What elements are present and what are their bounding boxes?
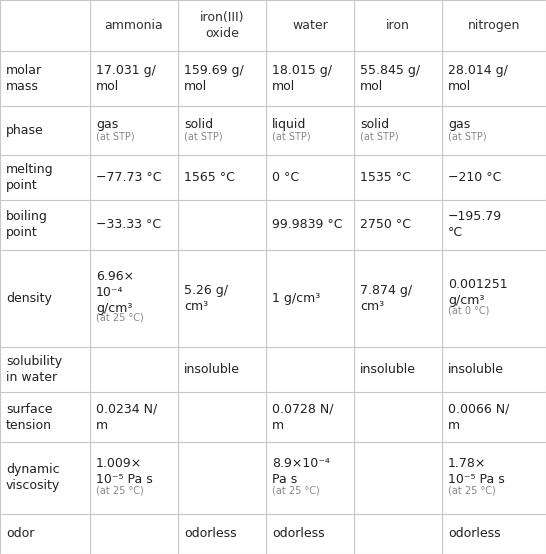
Text: odorless: odorless: [448, 527, 501, 540]
Text: 2750 °C: 2750 °C: [360, 218, 411, 231]
Text: −195.79
°C: −195.79 °C: [448, 210, 502, 239]
Text: 28.014 g/
mol: 28.014 g/ mol: [448, 64, 508, 93]
Text: iron: iron: [386, 19, 410, 32]
Text: 5.26 g/
cm³: 5.26 g/ cm³: [184, 284, 228, 312]
Text: −77.73 °C: −77.73 °C: [96, 171, 162, 184]
Text: 0 °C: 0 °C: [272, 171, 299, 184]
Text: 0.0728 N/
m: 0.0728 N/ m: [272, 403, 334, 432]
Text: 55.845 g/
mol: 55.845 g/ mol: [360, 64, 420, 93]
Text: 6.96×
10⁻⁴
g/cm³: 6.96× 10⁻⁴ g/cm³: [96, 270, 134, 315]
Text: insoluble: insoluble: [184, 363, 240, 376]
Text: boiling
point: boiling point: [6, 210, 48, 239]
Text: 1.78×
10⁻⁵ Pa s: 1.78× 10⁻⁵ Pa s: [448, 458, 505, 486]
Text: 1565 °C: 1565 °C: [184, 171, 235, 184]
Text: −33.33 °C: −33.33 °C: [96, 218, 161, 231]
Text: water: water: [292, 19, 328, 32]
Text: 7.874 g/
cm³: 7.874 g/ cm³: [360, 284, 412, 312]
Text: odorless: odorless: [272, 527, 325, 540]
Text: odor: odor: [6, 527, 34, 540]
Text: dynamic
viscosity: dynamic viscosity: [6, 463, 60, 493]
Text: 18.015 g/
mol: 18.015 g/ mol: [272, 64, 332, 93]
Text: (at STP): (at STP): [184, 132, 223, 142]
Text: solubility
in water: solubility in water: [6, 355, 62, 384]
Text: 17.031 g/
mol: 17.031 g/ mol: [96, 64, 156, 93]
Text: melting
point: melting point: [6, 163, 54, 192]
Text: 99.9839 °C: 99.9839 °C: [272, 218, 342, 231]
Text: phase: phase: [6, 124, 44, 137]
Text: solid: solid: [184, 118, 213, 131]
Text: 0.0234 N/
m: 0.0234 N/ m: [96, 403, 157, 432]
Text: (at STP): (at STP): [96, 132, 135, 142]
Text: (at 25 °C): (at 25 °C): [448, 485, 496, 495]
Text: (at 25 °C): (at 25 °C): [96, 485, 144, 495]
Text: (at 0 °C): (at 0 °C): [448, 306, 489, 316]
Text: (at 25 °C): (at 25 °C): [272, 485, 320, 495]
Text: 0.001251
g/cm³: 0.001251 g/cm³: [448, 278, 508, 307]
Text: molar
mass: molar mass: [6, 64, 42, 93]
Text: liquid: liquid: [272, 118, 306, 131]
Text: 1535 °C: 1535 °C: [360, 171, 411, 184]
Text: density: density: [6, 291, 52, 305]
Text: gas: gas: [96, 118, 118, 131]
Text: 8.9×10⁻⁴
Pa s: 8.9×10⁻⁴ Pa s: [272, 458, 330, 486]
Text: 159.69 g/
mol: 159.69 g/ mol: [184, 64, 244, 93]
Text: nitrogen: nitrogen: [468, 19, 520, 32]
Text: insoluble: insoluble: [360, 363, 416, 376]
Text: gas: gas: [448, 118, 470, 131]
Text: 1.009×
10⁻⁵ Pa s: 1.009× 10⁻⁵ Pa s: [96, 458, 153, 486]
Text: solid: solid: [360, 118, 389, 131]
Text: odorless: odorless: [184, 527, 236, 540]
Text: 1 g/cm³: 1 g/cm³: [272, 291, 321, 305]
Text: (at STP): (at STP): [448, 132, 486, 142]
Text: (at STP): (at STP): [360, 132, 399, 142]
Text: iron(III)
oxide: iron(III) oxide: [200, 11, 244, 40]
Text: 0.0066 N/
m: 0.0066 N/ m: [448, 403, 509, 432]
Text: ammonia: ammonia: [105, 19, 163, 32]
Text: (at STP): (at STP): [272, 132, 311, 142]
Text: (at 25 °C): (at 25 °C): [96, 312, 144, 322]
Text: surface
tension: surface tension: [6, 403, 52, 432]
Text: insoluble: insoluble: [448, 363, 504, 376]
Text: −210 °C: −210 °C: [448, 171, 501, 184]
